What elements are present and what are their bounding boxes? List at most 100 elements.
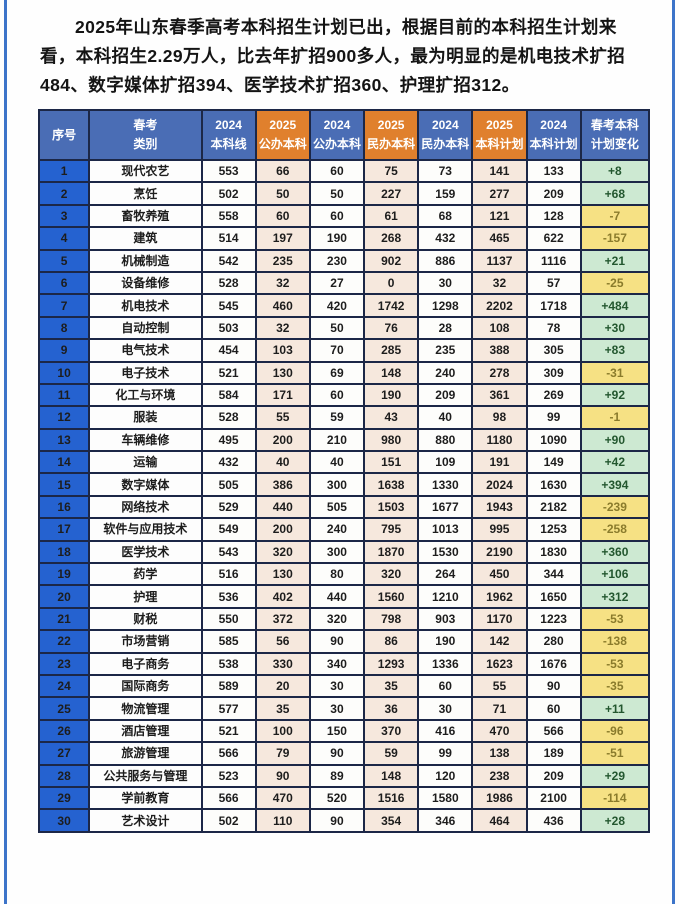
private-2025-cell: 227 <box>363 181 420 206</box>
change-cell: +21 <box>579 248 651 273</box>
private-2025-cell: 1870 <box>363 539 420 565</box>
table-row: 21 财税 550 372 320 798 903 1170 1223 -53 <box>37 606 651 632</box>
public-2025-cell: 55 <box>254 405 311 430</box>
plan-2025-cell: 138 <box>471 741 528 766</box>
private-2025-cell: 151 <box>363 450 420 475</box>
row-index-cell: 12 <box>37 405 91 430</box>
public-2025-cell: 372 <box>254 606 311 632</box>
change-cell: -239 <box>579 494 651 520</box>
left-frame-line <box>4 0 7 904</box>
plan-2025-cell: 55 <box>471 673 528 699</box>
plan-2025-cell: 470 <box>471 718 528 744</box>
cutoff-2024-cell: 529 <box>200 494 257 520</box>
public-2025-cell: 130 <box>254 562 311 587</box>
table-row: 30 艺术设计 502 110 90 354 346 464 436 +28 <box>37 808 651 833</box>
private-2025-cell: 1293 <box>363 651 420 677</box>
cutoff-2024-cell: 558 <box>200 203 257 229</box>
private-2024-cell: 1580 <box>417 785 474 811</box>
table-row: 6 设备维修 528 32 27 0 30 32 57 -25 <box>37 270 651 296</box>
row-index-cell: 30 <box>37 808 91 833</box>
row-index-cell: 13 <box>37 427 91 453</box>
cutoff-2024-cell: 505 <box>200 472 257 497</box>
cutoff-2024-cell: 516 <box>200 562 257 587</box>
row-index-cell: 24 <box>37 673 91 699</box>
row-index-cell: 20 <box>37 584 91 609</box>
public-2024-cell: 420 <box>308 293 366 318</box>
table-row: 23 电子商务 538 330 340 1293 1336 1623 1676 -53 <box>37 651 651 677</box>
plan-2025-cell: 465 <box>471 226 528 251</box>
table-row: 17 软件与应用技术 549 200 240 795 1013 995 1253 -258 <box>37 517 651 542</box>
plan-2025-cell: 995 <box>471 517 528 542</box>
public-2024-cell: 50 <box>308 181 366 206</box>
private-2024-cell: 886 <box>417 248 474 273</box>
row-index-cell: 9 <box>37 338 91 363</box>
private-2024-cell: 109 <box>417 450 474 475</box>
category-cell: 现代农艺 <box>88 158 203 184</box>
category-cell: 车辆维修 <box>88 427 203 453</box>
public-2024-cell: 80 <box>308 562 366 587</box>
category-cell: 化工与环境 <box>88 382 203 408</box>
change-cell: +394 <box>579 472 651 497</box>
public-2024-cell: 190 <box>308 226 366 251</box>
row-index-cell: 27 <box>37 741 91 766</box>
row-index-cell: 29 <box>37 785 91 811</box>
row-index-cell: 2 <box>37 181 91 206</box>
private-2024-cell: 73 <box>417 158 474 184</box>
category-cell: 烹饪 <box>88 181 203 206</box>
table-row: 8 自动控制 503 32 50 76 28 108 78 +30 <box>37 315 651 341</box>
cutoff-2024-cell: 566 <box>200 785 257 811</box>
category-cell: 艺术设计 <box>88 808 203 833</box>
plan-2024-cell: 128 <box>525 203 582 229</box>
cutoff-2024-cell: 454 <box>200 338 257 363</box>
private-2025-cell: 268 <box>363 226 420 251</box>
category-cell: 软件与应用技术 <box>88 517 203 542</box>
row-index-cell: 6 <box>37 270 91 296</box>
cutoff-2024-cell: 538 <box>200 651 257 677</box>
cutoff-2024-cell: 566 <box>200 741 257 766</box>
category-cell: 物流管理 <box>88 696 203 721</box>
public-2025-cell: 386 <box>254 472 311 497</box>
row-index-cell: 22 <box>37 629 91 654</box>
plan-2025-cell: 141 <box>471 158 528 184</box>
column-header: 2024 民办本科 <box>417 109 474 161</box>
change-cell: -35 <box>579 673 651 699</box>
plan-2024-cell: 1253 <box>525 517 582 542</box>
public-2025-cell: 200 <box>254 517 311 542</box>
plan-2024-cell: 1830 <box>525 539 582 565</box>
public-2025-cell: 197 <box>254 226 311 251</box>
public-2024-cell: 150 <box>308 718 366 744</box>
private-2025-cell: 190 <box>363 382 420 408</box>
change-cell: -7 <box>579 203 651 229</box>
table-row: 15 数字媒体 505 386 300 1638 1330 2024 1630 +394 <box>37 472 651 497</box>
private-2024-cell: 99 <box>417 741 474 766</box>
row-index-cell: 19 <box>37 562 91 587</box>
category-cell: 机械制造 <box>88 248 203 273</box>
column-header: 序号 <box>37 109 91 161</box>
admissions-table: 序号 春考 类别 2024 本科线 2025 公办本科 2024 公办本科 2025 民办… <box>37 109 651 833</box>
category-cell: 服装 <box>88 405 203 430</box>
row-index-cell: 16 <box>37 494 91 520</box>
cutoff-2024-cell: 536 <box>200 584 257 609</box>
private-2024-cell: 240 <box>417 360 474 385</box>
cutoff-2024-cell: 523 <box>200 763 257 788</box>
table-row: 26 酒店管理 521 100 150 370 416 470 566 -96 <box>37 718 651 744</box>
column-header: 2025 民办本科 <box>363 109 420 161</box>
row-index-cell: 28 <box>37 763 91 788</box>
public-2025-cell: 40 <box>254 450 311 475</box>
cutoff-2024-cell: 528 <box>200 405 257 430</box>
plan-2024-cell: 1630 <box>525 472 582 497</box>
plan-2024-cell: 209 <box>525 181 582 206</box>
private-2024-cell: 120 <box>417 763 474 788</box>
public-2024-cell: 340 <box>308 651 366 677</box>
table-row: 5 机械制造 542 235 230 902 886 1137 1116 +21 <box>37 248 651 273</box>
table-row: 13 车辆维修 495 200 210 980 880 1180 1090 +90 <box>37 427 651 453</box>
table-row: 4 建筑 514 197 190 268 432 465 622 -157 <box>37 226 651 251</box>
category-cell: 运输 <box>88 450 203 475</box>
private-2024-cell: 432 <box>417 226 474 251</box>
category-cell: 电子商务 <box>88 651 203 677</box>
private-2024-cell: 40 <box>417 405 474 430</box>
plan-2025-cell: 238 <box>471 763 528 788</box>
cutoff-2024-cell: 553 <box>200 158 257 184</box>
plan-2025-cell: 108 <box>471 315 528 341</box>
